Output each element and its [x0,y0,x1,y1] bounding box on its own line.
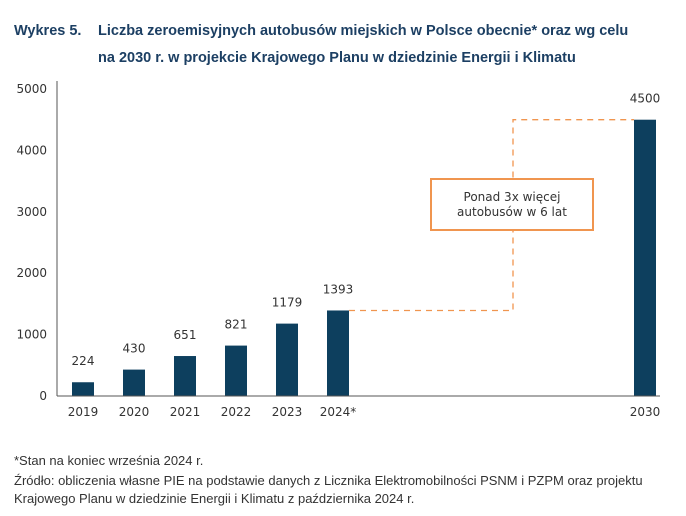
data-label: 4500 [630,92,661,106]
y-tick-label: 0 [39,389,47,403]
bar-2022 [225,345,247,396]
bar-2019 [72,382,94,396]
y-tick-label: 1000 [16,328,47,342]
bar-2021 [174,356,196,396]
data-label: 1393 [323,282,354,296]
callout-line-1: Ponad 3x więcej [463,189,561,204]
y-tick-label: 5000 [16,82,47,96]
data-label: 651 [174,328,197,342]
chart-title-line-2: na 2030 r. w projekcie Krajowego Planu w… [98,50,576,66]
bar-2024 [327,310,349,396]
dashed-connector [349,119,634,312]
x-tick-label: 2030 [630,405,661,419]
y-tick-label: 3000 [16,205,47,219]
x-tick-label: 2019 [68,405,99,419]
x-tick-label: 2023 [272,405,303,419]
data-label: 224 [72,354,95,368]
x-tick-label: 2024* [320,405,357,419]
bar-2020 [123,369,145,396]
bars-group [72,119,656,396]
bar-2030 [634,119,656,396]
chart-number: Wykres 5. [14,23,82,39]
source-note: Źródło: obliczenia własne PIE na podstaw… [14,473,643,506]
y-tick-labels: 0 1000 2000 3000 4000 5000 [16,82,47,403]
data-label: 430 [123,342,146,356]
bar-2023 [276,323,298,396]
data-label: 821 [225,318,248,332]
y-tick-label: 2000 [16,266,47,280]
x-tick-label: 2020 [119,405,150,419]
growth-connector-line [349,119,634,312]
annotation-callout-box: Ponad 3x więcej autobusów w 6 lat [430,178,594,231]
data-label: 1179 [272,296,303,310]
x-tick-label: 2021 [170,405,201,419]
y-tick-label: 4000 [16,143,47,157]
data-labels: 224 430 651 821 1179 1393 4500 [72,92,661,369]
chart-title-line-1: Liczba zeroemisyjnych autobusów miejskic… [98,23,629,39]
x-tick-label: 2022 [221,405,252,419]
footnote: *Stan na koniec września 2024 r. [14,453,204,468]
x-tick-labels: 2019 2020 2021 2022 2023 2024* 2030 [68,405,661,419]
axes-group [56,81,660,397]
callout-line-2: autobusów w 6 lat [457,204,567,219]
